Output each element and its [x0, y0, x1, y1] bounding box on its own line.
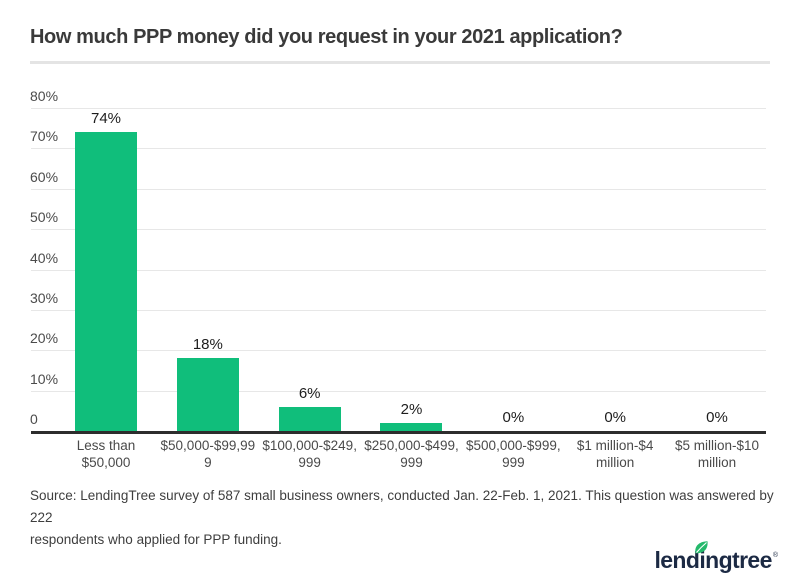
gridline	[31, 188, 766, 190]
bar-value-label: 0%	[604, 409, 626, 426]
source-note: Source: LendingTree survey of 587 small …	[30, 488, 774, 547]
gridline	[31, 108, 766, 109]
logo-wordmark: lendingtree	[654, 547, 772, 573]
bar-value-label: 74%	[90, 110, 122, 127]
gridline	[31, 269, 766, 271]
bar	[75, 132, 137, 431]
x-axis-category-label: $500,000-$999, 999	[466, 438, 561, 470]
y-tick-label: 50%	[30, 209, 59, 226]
y-tick-label: 80%	[30, 88, 59, 104]
x-axis-category-label: $100,000-$249, 999	[262, 438, 357, 470]
bar-value-label: 0%	[706, 409, 728, 426]
bar-value-label: 18%	[192, 336, 223, 353]
x-axis-category-label: $250,000-$499, 999	[364, 438, 459, 470]
x-axis-category-label: $1 million-$4 million	[576, 438, 654, 470]
y-tick-label: 60%	[30, 168, 59, 185]
bar-value-label: 6%	[298, 385, 321, 402]
y-tick-label: 0	[30, 411, 38, 427]
gridline	[31, 309, 766, 311]
leaf-icon	[695, 541, 709, 554]
lendingtree-logo: lendingtree ®	[654, 541, 778, 573]
gridline	[31, 148, 766, 150]
x-axis-category-label: Less than $50,000	[76, 438, 136, 470]
bar-value-label: 2%	[400, 401, 423, 418]
registered-trademark-icon: ®	[772, 552, 778, 559]
y-tick-label: 20%	[30, 330, 59, 347]
chart-title: How much PPP money did you request in yo…	[30, 26, 623, 48]
y-tick-label: 10%	[30, 370, 59, 387]
y-tick-label: 40%	[30, 249, 59, 266]
gridline	[31, 390, 766, 392]
x-axis-category-label: $5 million-$10 million	[674, 438, 759, 470]
y-tick-label: 70%	[30, 128, 59, 145]
x-axis-line	[31, 431, 766, 434]
gridline	[31, 229, 766, 231]
gridline	[31, 350, 766, 352]
y-tick-label: 30%	[30, 289, 59, 306]
bar	[278, 407, 341, 431]
title-divider	[30, 61, 770, 64]
x-axis-category-label: $50,000-$99,99 9	[160, 438, 256, 470]
bar	[176, 358, 239, 431]
bar-value-label: 0%	[502, 409, 525, 426]
bar	[380, 423, 443, 431]
